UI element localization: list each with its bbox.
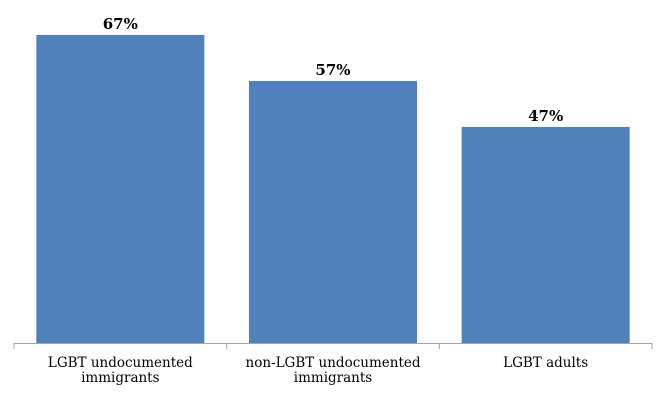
bars-layer — [36, 35, 630, 343]
data-labels-layer: 67% 57% 47% — [103, 15, 563, 125]
x-axis-ticks — [13, 343, 653, 349]
category-label-1: LGBT undocumented immigrants — [48, 355, 193, 386]
bar-1 — [36, 35, 205, 343]
category-label-3: LGBT adults — [503, 355, 588, 371]
data-label-2: 57% — [315, 61, 350, 79]
category-label-2: non-LGBT undocumented immigrants — [246, 355, 421, 386]
category-label-line: LGBT adults — [503, 355, 588, 371]
category-label-line: non-LGBT undocumented — [246, 355, 421, 371]
bar-2 — [249, 80, 417, 343]
data-label-1: 67% — [103, 15, 138, 33]
category-label-line: immigrants — [81, 370, 160, 386]
data-label-3: 47% — [528, 107, 563, 125]
category-label-line: immigrants — [294, 370, 373, 386]
bar-3 — [461, 126, 630, 343]
category-label-line: LGBT undocumented — [48, 355, 193, 371]
